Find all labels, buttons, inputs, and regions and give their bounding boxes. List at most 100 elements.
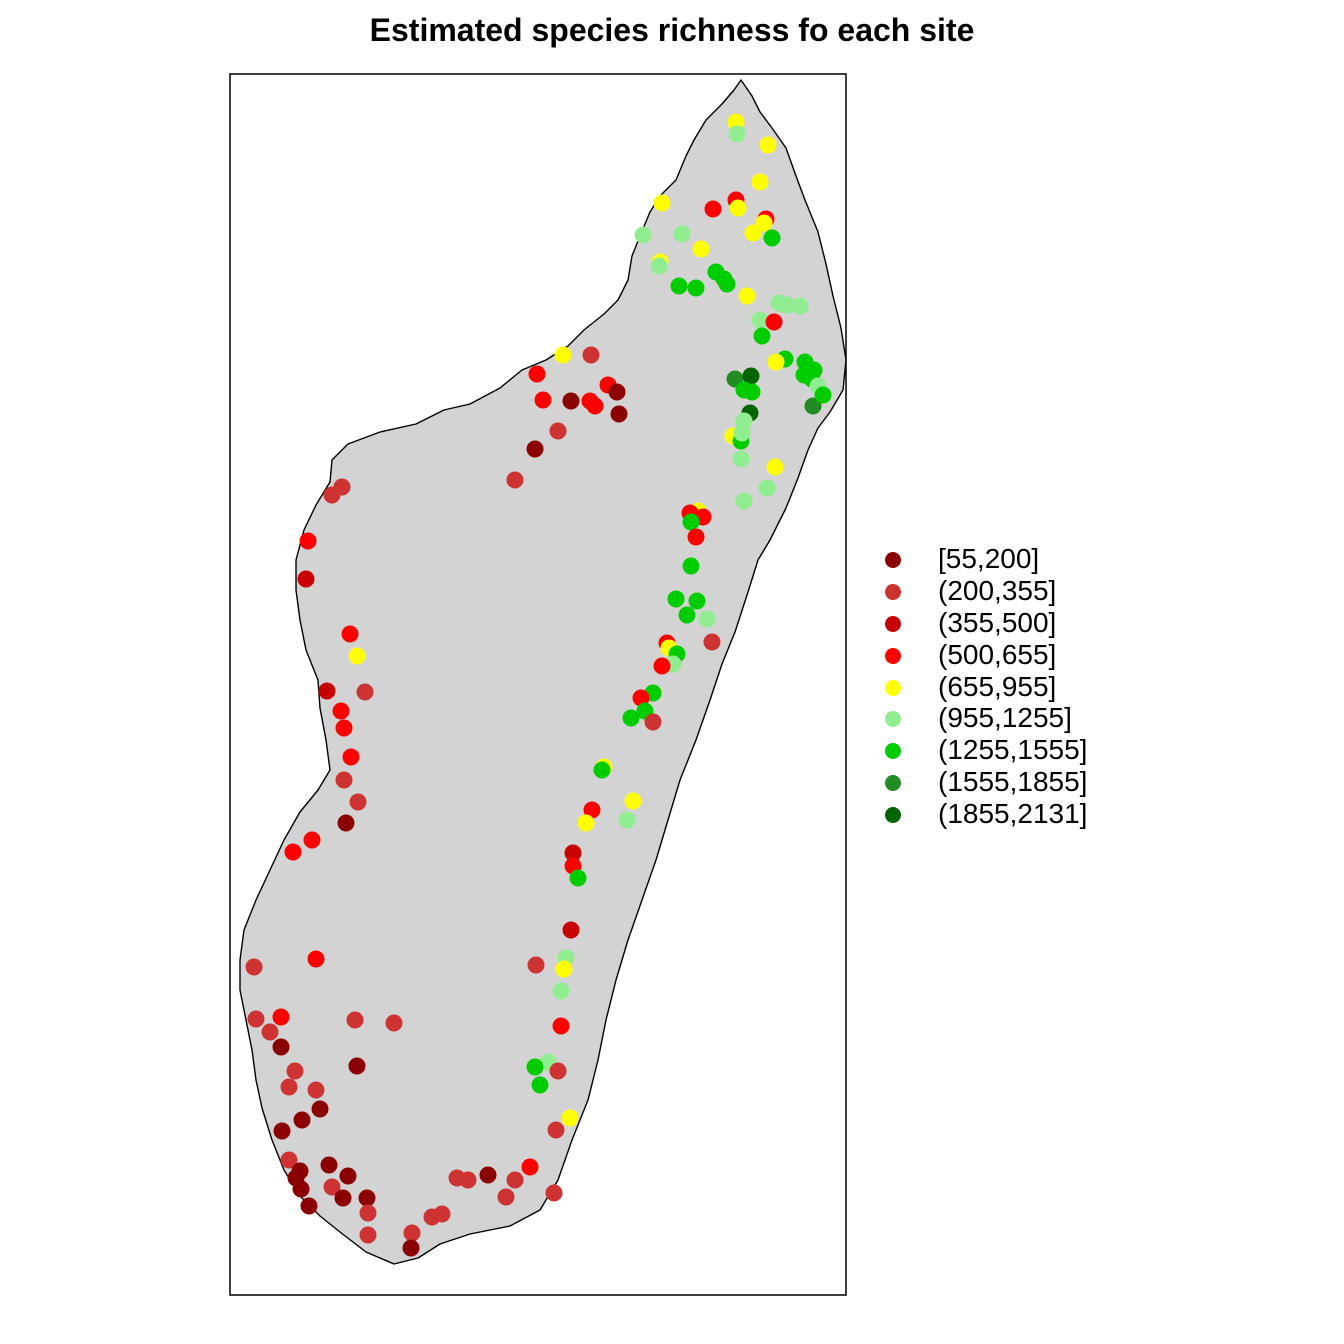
site-point bbox=[349, 793, 367, 811]
site-point bbox=[339, 1167, 357, 1185]
site-point bbox=[423, 1208, 441, 1226]
site-point bbox=[650, 257, 668, 275]
site-point bbox=[766, 458, 784, 476]
site-point bbox=[273, 1122, 291, 1140]
legend-dot bbox=[885, 679, 901, 696]
site-point bbox=[554, 346, 572, 364]
site-point bbox=[323, 486, 341, 504]
site-point bbox=[581, 392, 599, 410]
site-point bbox=[547, 1121, 565, 1139]
site-point bbox=[608, 383, 626, 401]
legend-label: (200,355] bbox=[938, 574, 1057, 606]
legend-dot bbox=[885, 711, 901, 728]
site-point bbox=[728, 125, 746, 143]
site-point bbox=[341, 625, 359, 643]
site-point bbox=[758, 479, 776, 497]
site-point bbox=[348, 647, 366, 665]
site-point bbox=[320, 1156, 338, 1174]
site-point bbox=[692, 240, 710, 258]
site-point bbox=[562, 921, 580, 939]
legend-label: (355,500] bbox=[938, 606, 1057, 638]
legend-dot bbox=[885, 615, 901, 632]
site-point bbox=[644, 713, 662, 731]
site-point bbox=[778, 296, 796, 314]
site-point bbox=[653, 194, 671, 212]
site-point bbox=[358, 1189, 376, 1207]
site-point bbox=[506, 1171, 524, 1189]
site-point bbox=[765, 313, 783, 331]
site-point bbox=[555, 960, 573, 978]
site-point bbox=[622, 709, 640, 727]
site-point bbox=[280, 1078, 298, 1096]
site-point bbox=[632, 689, 650, 707]
site-point bbox=[814, 386, 832, 404]
site-point bbox=[335, 719, 353, 737]
site-point bbox=[356, 683, 374, 701]
site-point bbox=[479, 1166, 497, 1184]
site-point bbox=[552, 1017, 570, 1035]
site-point bbox=[334, 1189, 352, 1207]
site-point bbox=[729, 199, 747, 217]
site-point bbox=[698, 610, 716, 628]
site-point bbox=[704, 200, 722, 218]
site-point bbox=[528, 365, 546, 383]
site-point bbox=[688, 592, 706, 610]
site-point bbox=[759, 136, 777, 154]
site-point bbox=[272, 1038, 290, 1056]
legend-label: (500,655] bbox=[938, 638, 1057, 670]
site-point bbox=[804, 397, 822, 415]
legend-dot bbox=[885, 775, 901, 792]
site-point bbox=[634, 226, 652, 244]
site-point bbox=[534, 391, 552, 409]
site-point bbox=[767, 353, 785, 371]
legend-dot bbox=[885, 552, 901, 568]
site-point bbox=[303, 831, 321, 849]
site-point bbox=[307, 1081, 325, 1099]
site-point bbox=[678, 606, 696, 624]
site-point bbox=[332, 702, 350, 720]
legend-dot bbox=[885, 647, 901, 664]
site-point bbox=[359, 1204, 377, 1222]
site-point bbox=[527, 956, 545, 974]
site-point bbox=[284, 843, 302, 861]
site-point bbox=[297, 570, 315, 588]
site-point bbox=[618, 811, 636, 829]
site-point bbox=[292, 1180, 310, 1198]
site-point bbox=[703, 633, 721, 651]
site-point bbox=[610, 405, 628, 423]
site-point bbox=[261, 1023, 279, 1041]
map-title: Estimated species richness fo each site bbox=[369, 12, 975, 48]
site-point bbox=[755, 214, 773, 232]
legend-label: (955,1255] bbox=[938, 702, 1072, 734]
site-point bbox=[299, 532, 317, 550]
site-point bbox=[545, 1184, 563, 1202]
site-point bbox=[732, 450, 750, 468]
legend-dot bbox=[885, 743, 901, 760]
site-point bbox=[403, 1224, 421, 1242]
site-point bbox=[718, 275, 736, 293]
site-point bbox=[506, 471, 524, 489]
site-point bbox=[245, 958, 263, 976]
site-point bbox=[549, 422, 567, 440]
site-point bbox=[323, 1178, 341, 1196]
site-point bbox=[402, 1239, 420, 1257]
site-point bbox=[624, 792, 642, 810]
site-point bbox=[348, 1057, 366, 1075]
site-point bbox=[653, 657, 671, 675]
site-point bbox=[526, 1058, 544, 1076]
site-point bbox=[526, 440, 544, 458]
legend-label: (1855,2131] bbox=[938, 798, 1088, 830]
site-point bbox=[738, 287, 756, 305]
site-point bbox=[280, 1151, 298, 1169]
legend-dot bbox=[885, 583, 901, 600]
site-point bbox=[561, 1109, 579, 1127]
site-point bbox=[735, 492, 753, 510]
site-point bbox=[569, 869, 587, 887]
site-points bbox=[245, 113, 832, 1257]
site-point bbox=[549, 1062, 567, 1080]
site-point bbox=[687, 528, 705, 546]
site-point bbox=[682, 513, 700, 531]
site-point bbox=[562, 392, 580, 410]
site-point bbox=[582, 346, 600, 364]
site-point bbox=[335, 771, 353, 789]
